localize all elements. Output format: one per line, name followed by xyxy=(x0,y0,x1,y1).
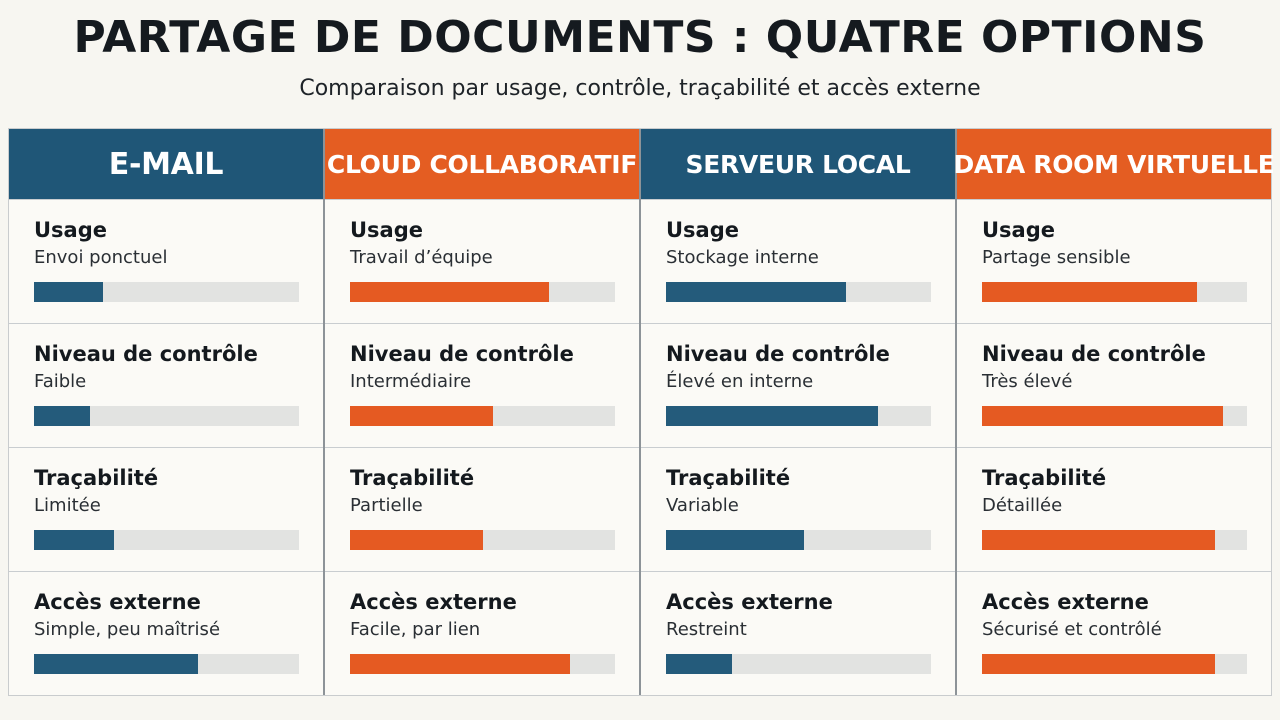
column-serveur-local: SERVEUR LOCAL Usage Stockage interne Niv… xyxy=(641,129,957,695)
criterion-value: Élevé en interne xyxy=(666,371,814,392)
bar-fill xyxy=(34,654,199,674)
criterion-cell: Traçabilité Limitée xyxy=(9,447,323,571)
criterion-label: Usage xyxy=(34,218,107,242)
criterion-cell: Accès externe Facile, par lien xyxy=(325,571,639,695)
bar-fill xyxy=(350,406,494,426)
criterion-label: Accès externe xyxy=(666,590,833,614)
criterion-cell: Niveau de contrôle Élevé en interne xyxy=(641,323,955,447)
column-cloud-collaboratif: CLOUD COLLABORATIF Usage Travail d’équip… xyxy=(325,129,641,695)
bar-track xyxy=(666,530,931,550)
criterion-value: Détaillée xyxy=(982,495,1063,516)
criterion-value: Sécurisé et contrôlé xyxy=(982,619,1162,640)
criterion-cell: Usage Envoi ponctuel xyxy=(9,199,323,323)
bar-track xyxy=(666,406,931,426)
criterion-cell: Niveau de contrôle Très élevé xyxy=(957,323,1271,447)
criterion-value: Stockage interne xyxy=(666,247,819,268)
column-email: E-MAIL Usage Envoi ponctuel Niveau de co… xyxy=(9,129,325,695)
bar-track xyxy=(34,406,299,426)
bar-track xyxy=(982,654,1247,674)
criterion-value: Intermédiaire xyxy=(350,371,472,392)
criterion-value: Variable xyxy=(666,495,739,516)
bar-fill xyxy=(666,530,804,550)
bar-track xyxy=(666,282,931,302)
page-subtitle: Comparaison par usage, contrôle, traçabi… xyxy=(299,76,981,101)
criterion-label: Traçabilité xyxy=(666,466,791,490)
criterion-label: Accès externe xyxy=(982,590,1149,614)
criterion-value: Très élevé xyxy=(982,371,1073,392)
bar-fill xyxy=(34,282,103,302)
criterion-label: Usage xyxy=(350,218,423,242)
column-header: E-MAIL xyxy=(9,129,323,199)
criterion-value: Partage sensible xyxy=(982,247,1131,268)
bar-fill xyxy=(982,282,1197,302)
criterion-value: Partielle xyxy=(350,495,423,516)
bar-fill xyxy=(350,282,549,302)
criterion-cell: Niveau de contrôle Intermédiaire xyxy=(325,323,639,447)
criterion-cell: Accès externe Sécurisé et contrôlé xyxy=(957,571,1271,695)
criterion-value: Travail d’équipe xyxy=(350,247,493,268)
criterion-cell: Niveau de contrôle Faible xyxy=(9,323,323,447)
bar-fill xyxy=(982,654,1216,674)
criterion-value: Simple, peu maîtrisé xyxy=(34,619,221,640)
criterion-value: Restreint xyxy=(666,619,747,640)
bar-track xyxy=(34,282,299,302)
criterion-cell: Usage Stockage interne xyxy=(641,199,955,323)
bar-track xyxy=(982,530,1247,550)
column-header: SERVEUR LOCAL xyxy=(641,129,955,199)
criterion-value: Envoi ponctuel xyxy=(34,247,168,268)
bar-track xyxy=(350,530,615,550)
bar-fill xyxy=(350,530,483,550)
criterion-label: Niveau de contrôle xyxy=(666,342,890,366)
criterion-label: Usage xyxy=(982,218,1055,242)
bar-track xyxy=(34,654,299,674)
bar-fill xyxy=(982,406,1224,426)
criterion-label: Accès externe xyxy=(34,590,201,614)
bar-fill xyxy=(34,406,90,426)
criterion-cell: Accès externe Restreint xyxy=(641,571,955,695)
criterion-label: Niveau de contrôle xyxy=(982,342,1206,366)
criterion-cell: Traçabilité Variable xyxy=(641,447,955,571)
bar-track xyxy=(666,654,931,674)
bar-fill xyxy=(982,530,1216,550)
column-header: CLOUD COLLABORATIF xyxy=(325,129,639,199)
bar-fill xyxy=(666,406,878,426)
criterion-value: Faible xyxy=(34,371,87,392)
bar-track xyxy=(350,654,615,674)
bar-fill xyxy=(34,530,114,550)
criterion-label: Traçabilité xyxy=(982,466,1107,490)
criterion-label: Niveau de contrôle xyxy=(350,342,574,366)
criterion-label: Niveau de contrôle xyxy=(34,342,258,366)
criterion-label: Accès externe xyxy=(350,590,517,614)
comparison-board: E-MAIL Usage Envoi ponctuel Niveau de co… xyxy=(8,128,1275,696)
criterion-label: Traçabilité xyxy=(34,466,159,490)
bar-fill xyxy=(666,654,733,674)
criterion-label: Traçabilité xyxy=(350,466,475,490)
bar-track xyxy=(34,530,299,550)
criterion-cell: Accès externe Simple, peu maîtrisé xyxy=(9,571,323,695)
criterion-cell: Usage Partage sensible xyxy=(957,199,1271,323)
criterion-value: Facile, par lien xyxy=(350,619,481,640)
bar-fill xyxy=(350,654,570,674)
bar-track xyxy=(350,406,615,426)
criterion-value: Limitée xyxy=(34,495,101,516)
column-data-room-virtuelle: DATA ROOM VIRTUELLE Usage Partage sensib… xyxy=(953,129,1275,695)
page-title: PARTAGE DE DOCUMENTS : QUATRE OPTIONS xyxy=(73,12,1207,63)
criterion-cell: Usage Travail d’équipe xyxy=(325,199,639,323)
bar-track xyxy=(982,406,1247,426)
bar-track xyxy=(350,282,615,302)
criterion-cell: Traçabilité Partielle xyxy=(325,447,639,571)
bar-fill xyxy=(666,282,847,302)
criterion-label: Usage xyxy=(666,218,739,242)
bar-track xyxy=(982,282,1247,302)
column-header: DATA ROOM VIRTUELLE xyxy=(953,129,1275,199)
criterion-cell: Traçabilité Détaillée xyxy=(957,447,1271,571)
